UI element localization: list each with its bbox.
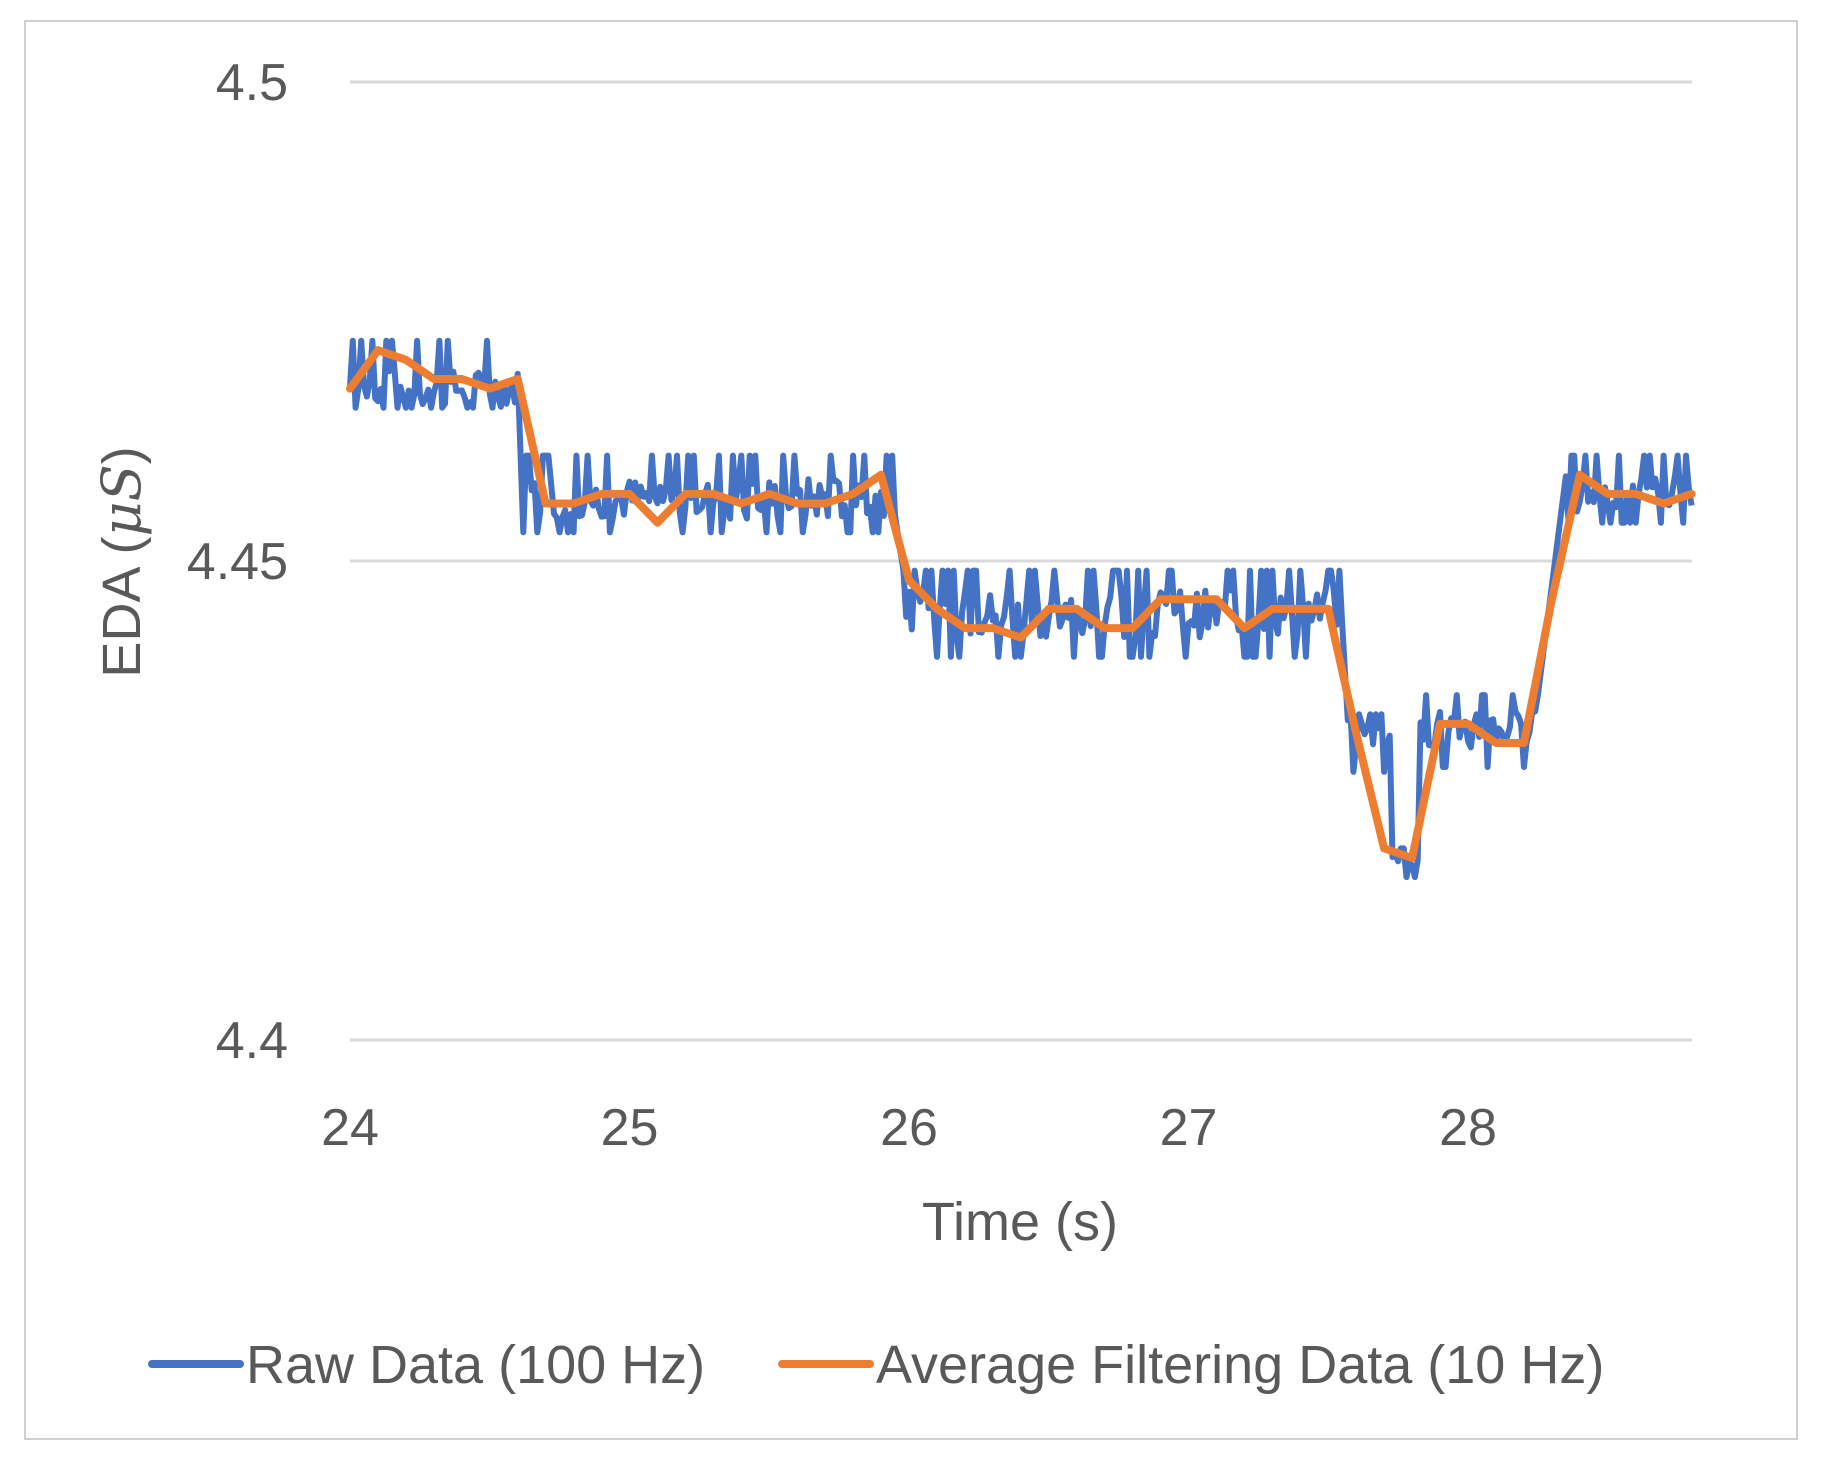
x-axis-title: Time (s) [922,1192,1118,1252]
x-tick-label: 25 [601,1099,659,1157]
y-tick-label: 4.45 [187,533,288,591]
series-line-average-filtering-data [346,346,1696,862]
x-tick-label: 24 [321,1099,379,1157]
x-tick-labels: 24 25 26 27 28 [321,1099,1497,1157]
y-tick-label: 4.4 [216,1012,288,1070]
gridlines [350,80,1692,1042]
y-axis-title-suffix: ) [92,446,152,464]
legend-label-average-filtering-data: Average Filtering Data (10 Hz) [876,1335,1604,1395]
y-axis-title-unit: μS [90,464,153,536]
x-tick-label: 28 [1439,1099,1497,1157]
series-line-raw-data [347,337,1695,881]
legend: Raw Data (100 Hz) Average Filtering Data… [148,1335,1604,1395]
y-axis-title-prefix: EDA ( [92,537,152,678]
y-tick-label: 4.5 [216,54,288,112]
x-tick-label: 27 [1160,1099,1218,1157]
y-axis-title: EDA (μS) [90,446,153,677]
y-tick-labels: 4.4 4.45 4.5 [187,54,288,1070]
x-tick-label: 26 [880,1099,938,1157]
legend-label-raw-data: Raw Data (100 Hz) [246,1335,705,1395]
plot-area [346,337,1696,881]
